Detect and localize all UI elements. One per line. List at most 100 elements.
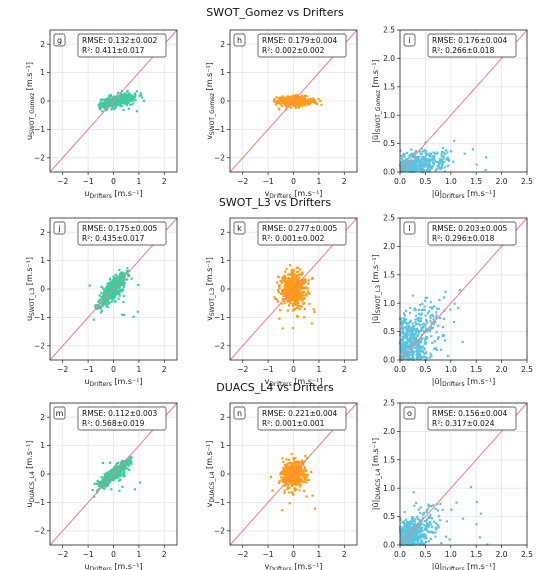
y-tick-label: 2.0 <box>383 54 395 63</box>
scatter-point <box>412 535 416 538</box>
scatter-point <box>122 460 125 464</box>
y-axis-label: uSWOT_Gomez [m.s⁻¹] <box>25 62 36 140</box>
scatter-point <box>423 520 426 523</box>
scatter-point <box>133 92 137 95</box>
scatter-point <box>300 285 304 288</box>
scatter-point <box>431 341 434 344</box>
scatter-point <box>456 307 460 310</box>
scatter-point <box>296 473 299 476</box>
scatter-point <box>292 462 296 465</box>
scatter-point <box>399 166 402 169</box>
scatter-point <box>295 473 298 476</box>
scatter-point <box>142 99 145 102</box>
scatter-point <box>426 518 429 521</box>
scatter-point <box>111 478 115 481</box>
scatter-point <box>405 157 408 161</box>
scatter-point <box>414 151 417 155</box>
scatter-point <box>279 473 282 476</box>
scatter-point <box>282 466 285 469</box>
scatter-point <box>309 470 313 474</box>
scatter-point <box>290 103 293 106</box>
scatter-point <box>411 534 414 538</box>
x-tick-label: −1 <box>83 177 94 186</box>
scatter-point <box>138 481 142 484</box>
scatter-point <box>403 153 406 156</box>
scatter-point <box>430 322 434 325</box>
scatter-point <box>411 160 414 163</box>
scatter-point <box>120 93 123 96</box>
scatter-point <box>438 162 441 165</box>
scatter-point <box>292 477 295 480</box>
scatter-point <box>403 320 406 323</box>
scatter-point <box>303 316 306 319</box>
scatter-point <box>410 541 413 544</box>
scatter-point <box>402 536 406 539</box>
scatter-point <box>431 326 435 329</box>
scatter-point <box>435 314 438 317</box>
scatter-point <box>104 288 107 291</box>
scatter-point <box>425 163 429 166</box>
scatter-point <box>407 542 410 545</box>
scatter-point <box>119 284 123 287</box>
scatter-point <box>401 325 404 328</box>
scatter-point <box>409 306 412 310</box>
scatter-point <box>288 486 291 489</box>
scatter-point <box>404 536 407 539</box>
scatter-point <box>306 473 309 476</box>
scatter-point <box>291 277 294 280</box>
scatter-point <box>425 511 428 514</box>
scatter-point <box>281 327 284 330</box>
scatter-point <box>291 290 294 293</box>
scatter-point <box>416 535 419 539</box>
scatter-point <box>125 93 128 96</box>
scatter-point <box>107 285 110 288</box>
y-tick-label: 1.0 <box>383 111 395 120</box>
rmse-label: RMSE: 0.112±0.003 <box>82 409 158 418</box>
scatter-point <box>283 285 287 288</box>
scatter-point <box>419 170 422 173</box>
scatter-point <box>282 460 285 463</box>
scatter-point <box>435 316 438 319</box>
scatter-point <box>418 349 421 352</box>
scatter-point <box>429 152 432 155</box>
scatter-point <box>443 166 446 169</box>
scatter-point <box>415 314 418 317</box>
scatter-point <box>408 520 411 524</box>
scatter-point <box>402 317 406 320</box>
scatter-point <box>293 289 296 292</box>
scatter-point <box>289 296 292 299</box>
scatter-point <box>284 474 287 478</box>
scatter-point <box>302 294 305 297</box>
scatter-point <box>429 320 432 323</box>
scatter-point <box>399 536 402 539</box>
scatter-point <box>313 507 317 510</box>
scatter-point <box>432 323 436 326</box>
scatter-point <box>108 94 111 97</box>
x-tick-label: 2.0 <box>496 550 508 559</box>
scatter-point <box>284 291 287 295</box>
scatter-point <box>420 326 423 330</box>
scatter-point <box>103 296 106 300</box>
scatter-point <box>113 99 116 103</box>
scatter-point <box>114 100 118 103</box>
scatter-point <box>105 303 108 306</box>
scatter-point <box>419 162 422 165</box>
scatter-point <box>401 542 404 545</box>
scatter-point <box>106 474 110 477</box>
scatter-point <box>417 525 421 528</box>
y-tick-label: 1 <box>220 441 225 450</box>
scatter-point <box>443 170 447 173</box>
scatter-point <box>436 337 440 340</box>
scatter-point <box>111 96 114 99</box>
scatter-point <box>302 298 305 301</box>
scatter-point <box>297 95 301 99</box>
scatter-point <box>105 300 108 303</box>
scatter-point <box>113 107 116 111</box>
scatter-point <box>296 99 299 103</box>
scatter-point <box>448 538 451 541</box>
scatter-point <box>416 539 419 542</box>
scatter-point <box>298 100 301 103</box>
scatter-point <box>399 532 402 535</box>
scatter-point <box>288 297 291 300</box>
scatter-point <box>413 519 416 522</box>
